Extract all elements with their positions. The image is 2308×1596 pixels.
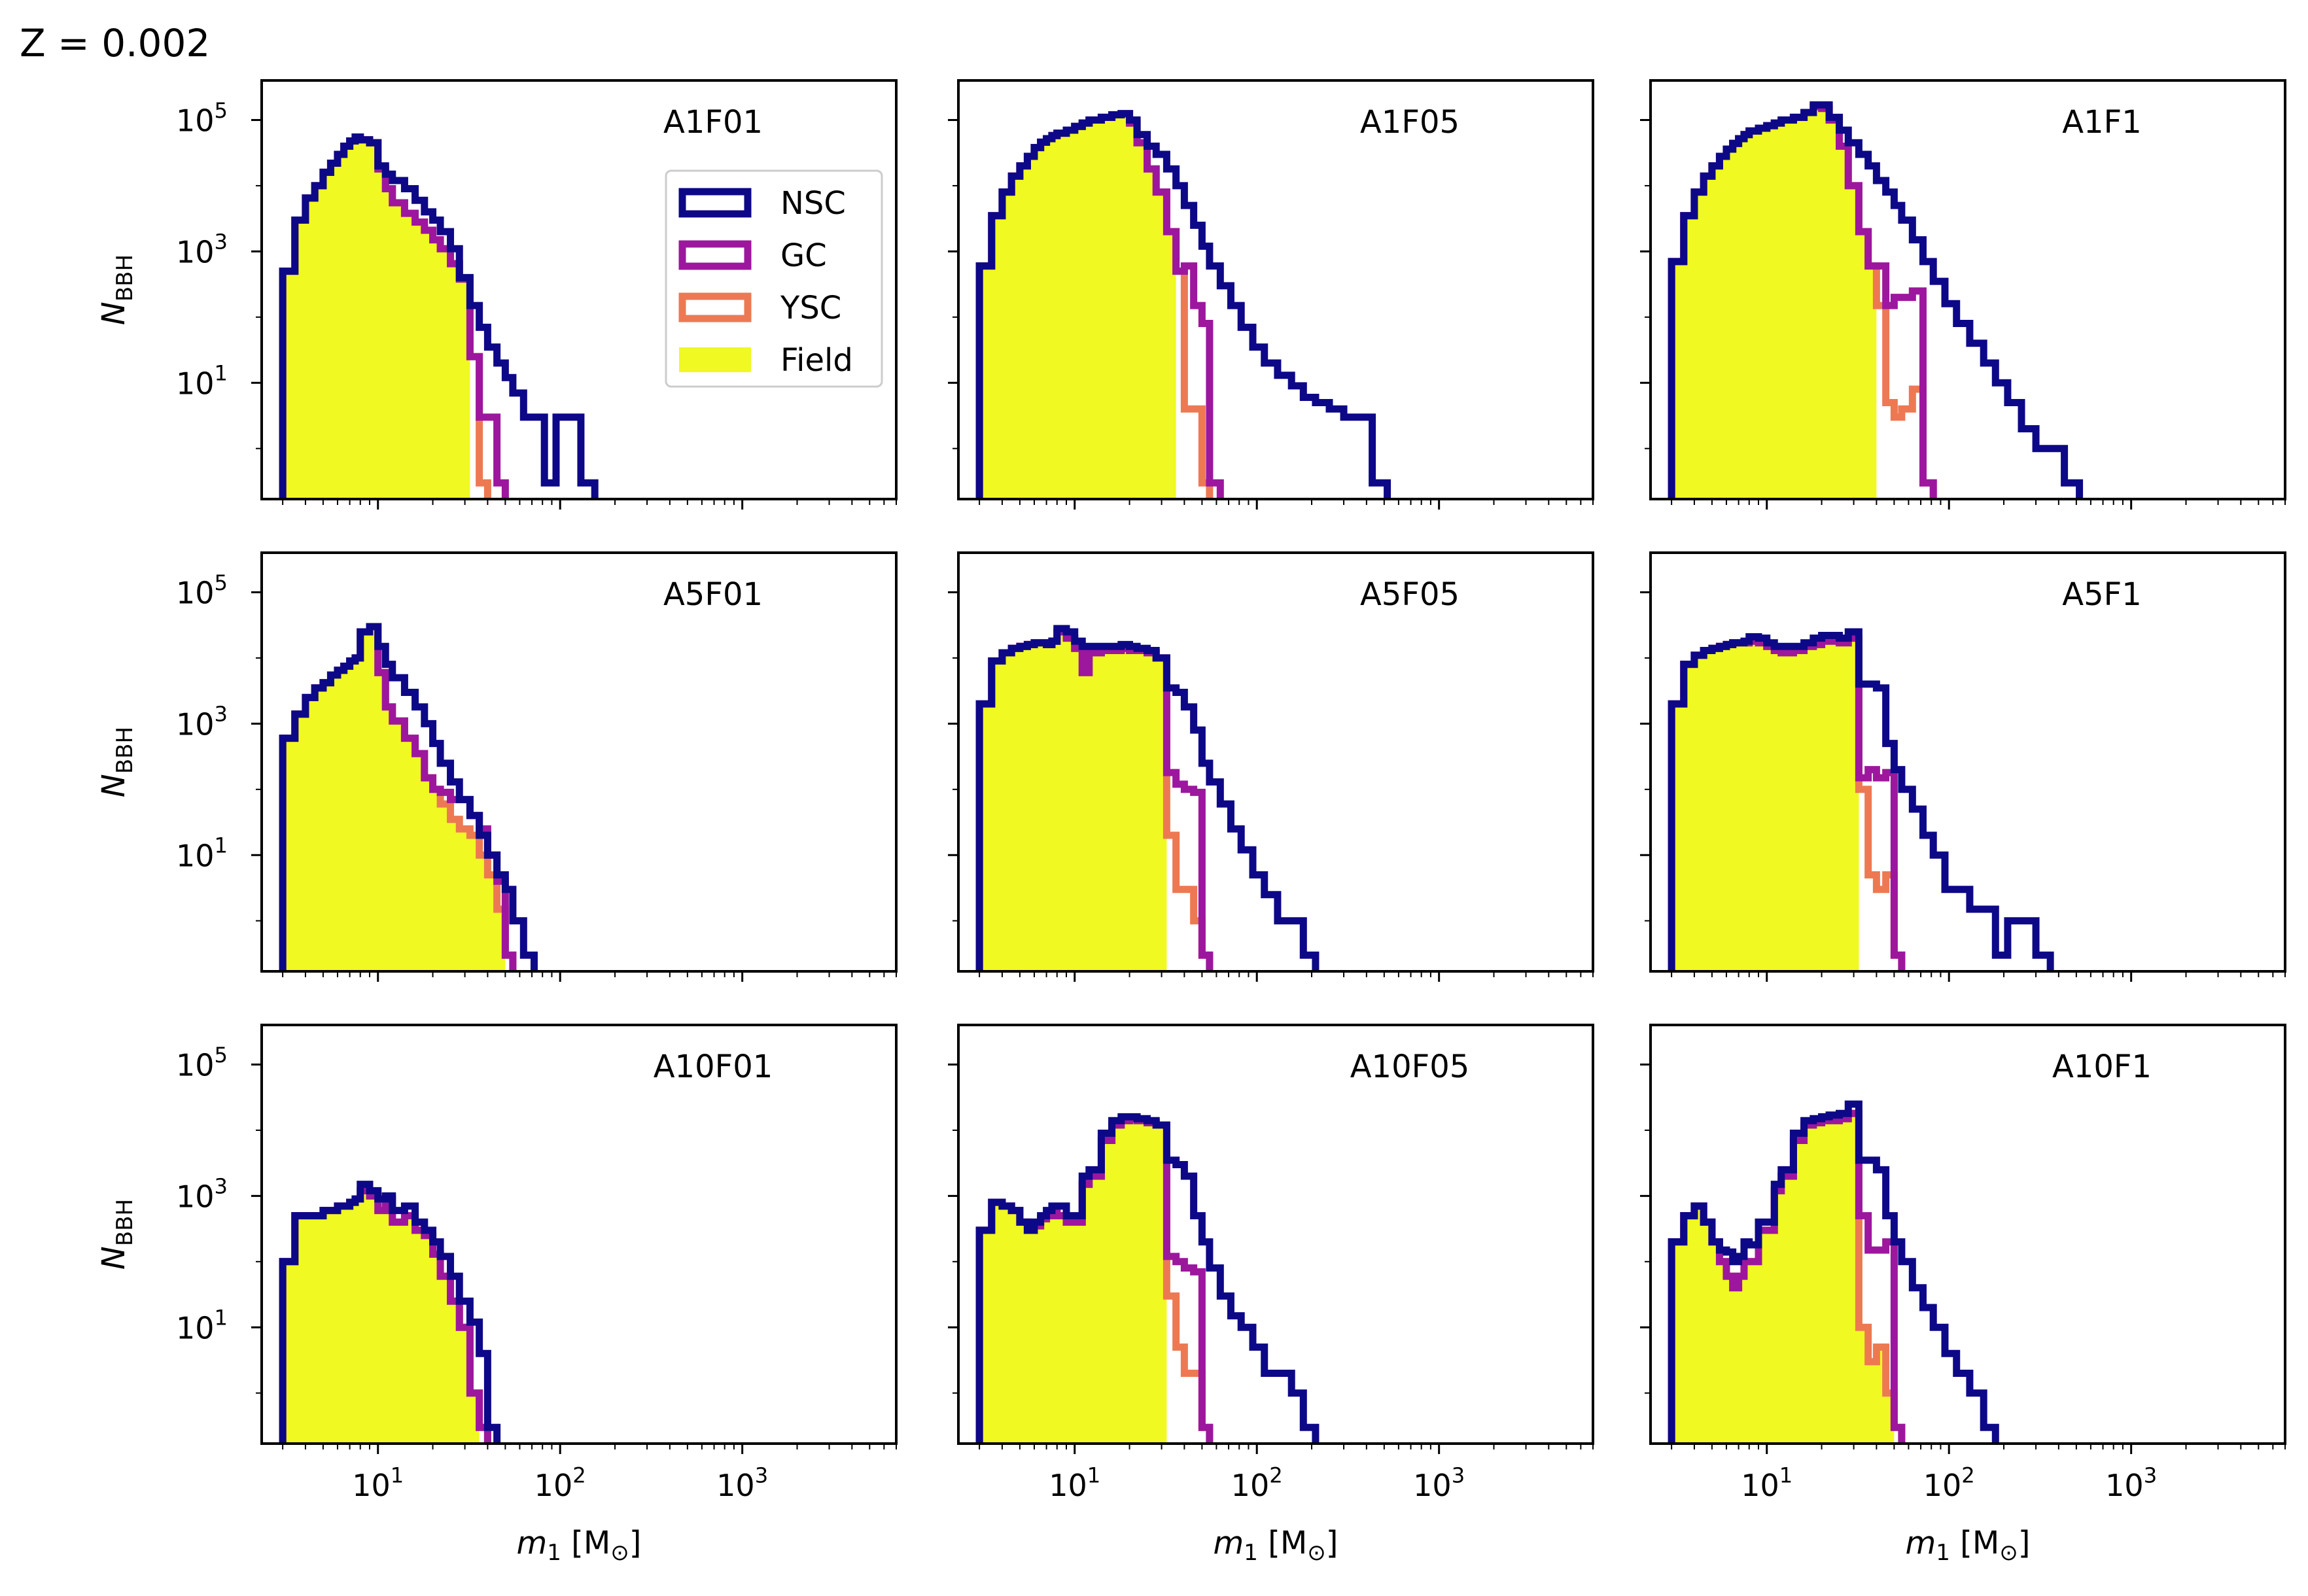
y-tick-label: 105	[176, 570, 228, 611]
axes-frame	[1649, 1024, 2286, 1445]
panel-title: A1F05	[1360, 104, 1460, 141]
axes-frame	[1649, 551, 2286, 973]
x-tick-label: 103	[1413, 1463, 1465, 1503]
series-nsc	[279, 623, 538, 971]
x-tick-label: 103	[716, 1463, 768, 1503]
series-field	[1671, 638, 1859, 971]
panel-A10F05: 101 102 103 m1 [M⊙] A10F05	[948, 1024, 1594, 1566]
series-nsc	[279, 133, 599, 499]
x-tick-label: 102	[1923, 1463, 1975, 1503]
legend-swatch-field	[679, 347, 751, 372]
panel-title: A10F01	[654, 1049, 773, 1085]
x-axis-label: m1 [M⊙]	[1905, 1525, 2030, 1566]
plot-area	[279, 623, 538, 971]
series-nsc	[1668, 628, 2054, 971]
panel-A10F01: 101 103 105 NBBH 101 102 103 m1 [M⊙] A10F01	[96, 1024, 898, 1566]
panel-title: A1F1	[2062, 104, 2142, 141]
series-field	[979, 1119, 1167, 1444]
y-tick-label: 103	[176, 1174, 228, 1215]
plot-area	[975, 110, 1391, 499]
x-tick-label: 101	[352, 1463, 404, 1503]
legend-label-ysc: YSC	[780, 290, 841, 326]
legend: NSC GC YSC Field	[665, 169, 883, 388]
panel-A1F01: 101 103 105 NBBH A1F01 NSC GC YSC Field	[96, 79, 898, 510]
x-tick-label: 101	[1741, 1463, 1792, 1503]
x-tick-label: 103	[2105, 1463, 2157, 1503]
panel-A1F05: A1F05	[948, 79, 1594, 510]
series-nsc	[1668, 1100, 1999, 1444]
series-nsc	[279, 1181, 501, 1444]
figure-label: Z = 0.002	[20, 21, 210, 65]
x-tick-label: 101	[1049, 1463, 1100, 1503]
series-field	[979, 631, 1167, 971]
axes-frame	[957, 1024, 1594, 1445]
series-nsc	[975, 1113, 1320, 1444]
panel-title: A5F01	[663, 576, 763, 613]
legend-frame	[665, 169, 883, 388]
series-field	[283, 137, 470, 499]
plot-area	[975, 1113, 1320, 1444]
legend-swatch-gc	[678, 240, 752, 270]
plot-area	[975, 625, 1320, 971]
y-tick-label: 101	[176, 1306, 228, 1346]
x-tick-label: 102	[1231, 1463, 1283, 1503]
axes-frame	[1649, 79, 2286, 500]
axes-frame	[957, 551, 1594, 973]
axes-frame	[260, 1024, 898, 1445]
plot-area	[279, 1181, 501, 1444]
y-axis-label: NBBH	[96, 254, 138, 325]
series-nsc	[975, 110, 1391, 499]
legend-label-nsc: NSC	[780, 185, 846, 222]
series-field	[979, 113, 1176, 499]
y-tick-label: 101	[176, 833, 228, 874]
series-field	[283, 1190, 480, 1444]
x-axis-label: m1 [M⊙]	[1213, 1525, 1338, 1566]
plot-area	[1668, 101, 2084, 499]
y-tick-label: 105	[176, 98, 228, 139]
series-field	[1671, 106, 1877, 499]
y-tick-label: 105	[176, 1043, 228, 1083]
panel-title: A10F1	[2052, 1049, 2152, 1085]
series-field	[1671, 1113, 1895, 1444]
panel-title: A5F1	[2062, 576, 2142, 613]
plot-area	[279, 133, 599, 499]
y-tick-label: 101	[176, 361, 228, 402]
axes-frame	[957, 79, 1594, 500]
panel-A10F1: 101 102 103 m1 [M⊙] A10F1	[1640, 1024, 2286, 1566]
legend-swatch-ysc	[678, 292, 752, 322]
panel-title: A10F05	[1350, 1049, 1470, 1085]
plot-area	[1668, 1100, 1999, 1444]
series-field	[283, 626, 506, 971]
x-axis-label: m1 [M⊙]	[516, 1525, 641, 1566]
axes-frame	[260, 551, 898, 973]
x-tick-label: 102	[534, 1463, 586, 1503]
legend-swatch-nsc	[678, 188, 752, 218]
legend-label-gc: GC	[780, 237, 827, 274]
legend-label-field: Field	[780, 342, 853, 379]
panels: 101 103 105 NBBH A1F01 NSC GC YSC Field A1F05 A1F1…	[96, 79, 2286, 1566]
y-axis-label: NBBH	[96, 727, 138, 797]
panel-title: A5F05	[1360, 576, 1460, 613]
series-nsc	[975, 625, 1320, 971]
plot-area	[1668, 628, 2054, 971]
panel-A5F05: A5F05	[948, 551, 1594, 982]
panel-A5F01: 101 103 105 NBBH A5F01	[96, 551, 898, 982]
series-nsc	[1668, 101, 2084, 499]
panel-A5F1: A5F1	[1640, 551, 2286, 982]
panel-title: A1F01	[663, 104, 763, 141]
axes-frame	[260, 79, 898, 500]
y-tick-label: 103	[176, 702, 228, 742]
y-axis-label: NBBH	[96, 1199, 138, 1270]
y-tick-label: 103	[176, 230, 228, 270]
panel-A1F1: A1F1	[1640, 79, 2286, 510]
